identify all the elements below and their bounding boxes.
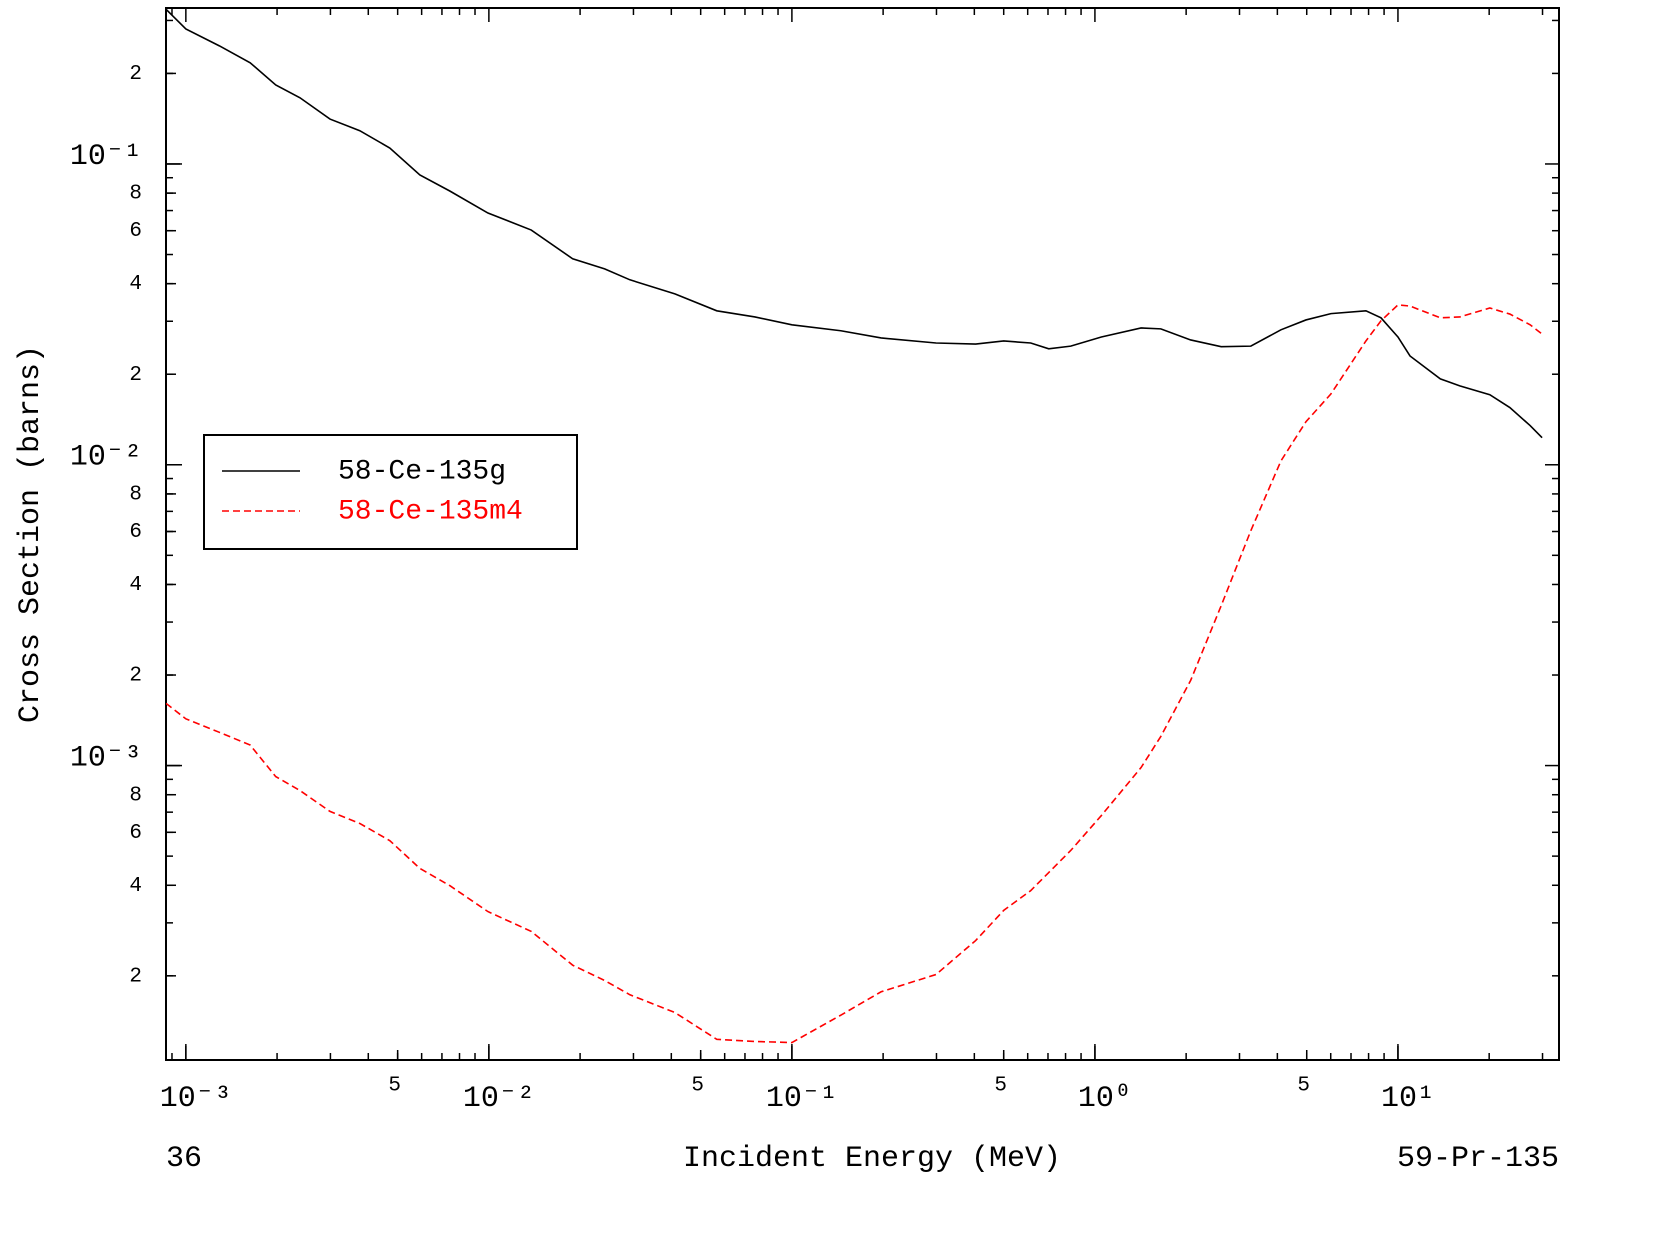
series-line	[166, 304, 1543, 1044]
y-tick-label: 6	[129, 220, 142, 243]
footer-right: 59-Pr-135	[1397, 1142, 1559, 1176]
y-axis-title: Cross Section (barns)	[14, 345, 48, 723]
x-tick-label: 10¹	[1381, 1082, 1435, 1116]
x-tick-label: 10⁰	[1078, 1082, 1132, 1116]
y-tick-label: 8	[129, 483, 142, 506]
y-tick-label: 8	[129, 784, 142, 807]
legend-box	[203, 434, 578, 550]
legend-label: 58-Ce-135m4	[338, 496, 523, 527]
y-tick-label: 2	[129, 63, 142, 86]
x-axis-title: Incident Energy (MeV)	[683, 1142, 1061, 1176]
y-tick-label: 2	[129, 665, 142, 688]
x-tick-label: 5	[994, 1075, 1007, 1098]
y-tick-label: 6	[129, 521, 142, 544]
x-tick-label: 10⁻¹	[766, 1082, 838, 1116]
x-tick-label: 5	[388, 1075, 401, 1098]
x-tick-label: 10⁻²	[463, 1082, 535, 1116]
y-tick-label: 2	[129, 364, 142, 387]
x-tick-label: 10⁻³	[160, 1082, 232, 1116]
series-line	[166, 8, 1543, 439]
y-tick-label: 10⁻³	[70, 741, 142, 775]
legend-label: 58-Ce-135g	[338, 456, 506, 487]
y-tick-label: 6	[129, 822, 142, 845]
y-tick-label: 2	[129, 965, 142, 988]
y-tick-label: 4	[129, 273, 142, 296]
x-tick-label: 5	[691, 1075, 704, 1098]
y-tick-label: 10⁻¹	[70, 140, 142, 174]
plot-frame	[165, 7, 1560, 1061]
y-tick-label: 8	[129, 183, 142, 206]
y-tick-label: 4	[129, 574, 142, 597]
footer-left: 36	[166, 1142, 202, 1176]
y-tick-label: 4	[129, 875, 142, 898]
y-tick-label: 10⁻²	[70, 441, 142, 475]
x-tick-label: 5	[1297, 1075, 1310, 1098]
